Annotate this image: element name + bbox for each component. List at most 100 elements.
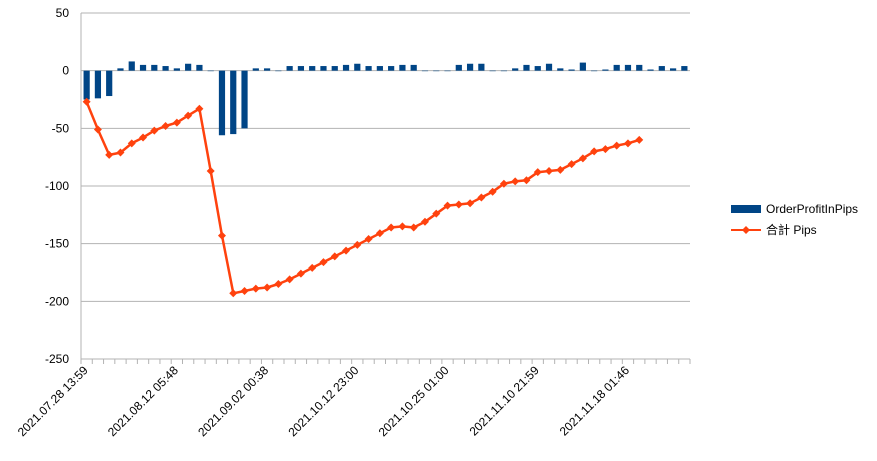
legend-line-marker [742,226,750,234]
line-point [285,275,294,284]
bar [388,66,395,71]
bar [252,68,259,71]
y-tick-label: -200 [45,294,69,308]
line-point [206,167,215,176]
y-tick-labels: 50 0 -50 -100 -150 -200 -250 [45,6,69,366]
bar [466,63,474,71]
line-point [556,165,565,174]
bar [94,70,102,99]
line-point [139,133,148,142]
bar [478,63,485,71]
gridlines [81,12,690,360]
y-tick-label: 0 [62,64,69,78]
line-point [499,179,508,188]
line-point [590,147,599,156]
line-point [364,235,373,244]
x-tick-label: 2021.11.10 21:59 [467,363,543,439]
y-tick-label: -50 [52,121,70,135]
bar [669,68,677,71]
line-point [116,148,125,157]
bar [421,70,429,72]
line-point [184,111,193,120]
line-point [319,258,328,267]
legend-line-label: 合計 Pips [766,222,817,237]
line-point [274,280,283,289]
line-point [545,167,554,176]
line-point [420,217,429,226]
line-point [409,223,418,232]
bar [342,64,350,71]
y-tick-label: 50 [56,6,70,20]
line-point [477,193,486,202]
bar [376,66,383,71]
x-tick-label: 2021.07.28 13:59 [15,363,91,439]
bar [365,66,372,71]
bar-series [83,61,688,136]
line-markers [82,97,644,298]
bar [523,64,530,71]
bar [162,66,169,71]
line-point [353,240,362,249]
line-point [296,269,305,278]
legend-entry-line: 合計 Pips [731,222,817,237]
y-tick-label: -250 [45,352,69,366]
line-point [578,154,587,163]
line-point [251,284,260,293]
line-point [398,222,407,231]
line-point [308,263,317,272]
line-point [161,122,170,131]
line-series [82,97,644,298]
bar [139,64,147,71]
bar [658,66,665,71]
bar [331,66,338,71]
line-point [454,200,463,209]
bar [83,70,90,100]
line-point [375,229,384,238]
bar [309,66,316,71]
line-point [443,201,452,210]
bar [568,69,575,71]
bar [613,64,620,71]
line-point [93,125,102,134]
x-tick-label: 2021.11.18 01:46 [557,363,633,439]
line-point [150,126,159,135]
bar [106,70,113,97]
line-point [172,118,181,127]
legend-bar-label: OrderProfitInPips [766,202,858,216]
bar [185,63,192,71]
bar [173,68,180,71]
bar [455,64,462,71]
x-tick-label: 2021.10.12 23:00 [285,363,361,439]
bar [320,66,327,71]
line-point [342,246,351,255]
line-point [195,104,204,113]
bar [410,64,417,71]
bar [207,70,214,72]
bar [399,64,406,71]
x-tick-label: 2021.08.12 05:48 [105,363,181,439]
bar [500,70,508,72]
bar [151,64,158,71]
legend-entry-bars: OrderProfitInPips [731,202,858,216]
legend: OrderProfitInPips 合計 Pips [731,202,858,237]
line-point [533,168,542,177]
line-point [432,209,441,218]
line-point [601,145,610,154]
bar [545,63,553,71]
x-tick-labels: 2021.07.28 13:59 2021.08.12 05:48 2021.09.… [15,359,691,439]
bar [241,70,248,129]
bar [681,66,688,71]
bar [286,66,293,71]
line-point [127,139,136,148]
bar [117,68,124,71]
legend-bar-swatch [731,205,761,213]
y-tick-label: -150 [45,237,69,251]
line-point [466,199,475,208]
line-point [522,176,531,185]
bar [624,64,632,71]
bar [512,68,519,71]
line-point [387,223,396,232]
bar [489,70,496,72]
bar [591,70,598,72]
